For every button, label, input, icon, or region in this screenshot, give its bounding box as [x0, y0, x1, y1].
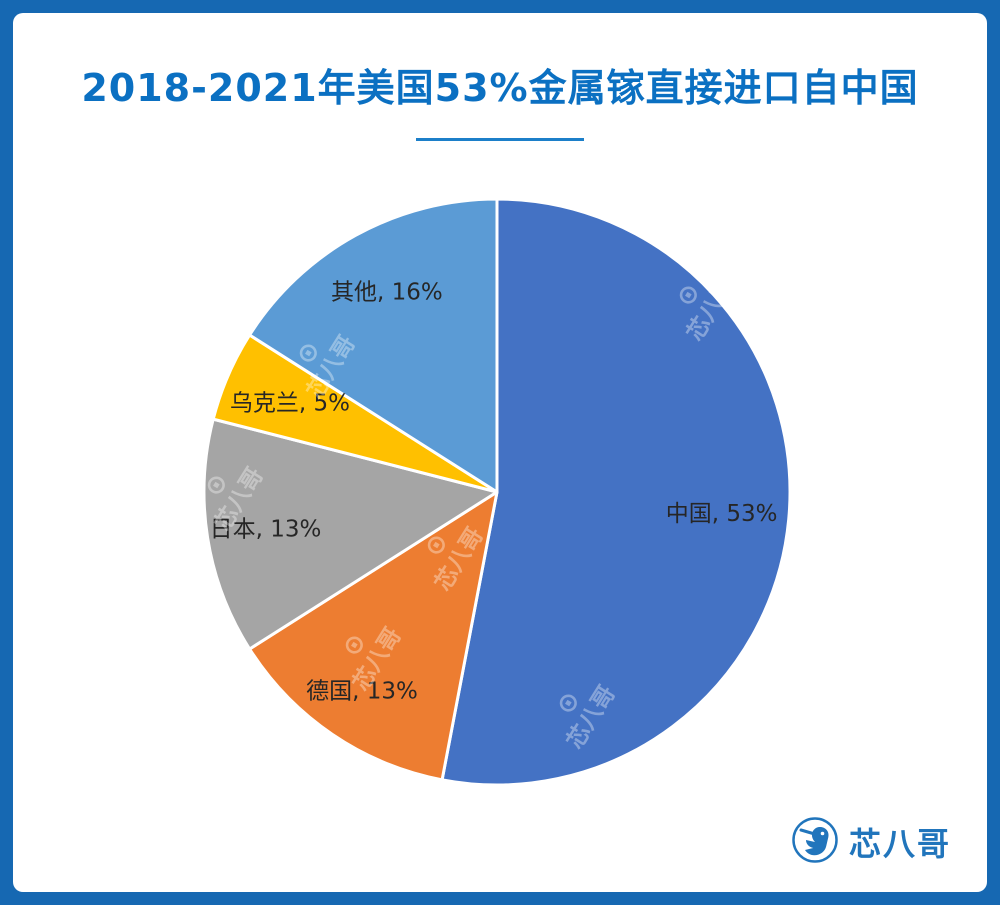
slice-label-日本: 日本, 13% [210, 517, 322, 543]
pie-slice-日本 [202, 417, 499, 651]
slice-label-乌克兰: 乌克兰, 5% [230, 390, 350, 416]
pie-slice-其他 [248, 197, 499, 494]
content-card: 2018-2021年美国53%金属镓直接进口自中国 中国, 53% 德国, 13%… [13, 13, 987, 892]
pie-slice-中国 [440, 197, 792, 787]
brand-name: 芯八哥 [848, 825, 951, 863]
title-divider [416, 138, 584, 141]
slice-label-其他: 其他, 16% [331, 280, 443, 306]
pie-slice-德国 [248, 490, 499, 782]
kingfisher-logo-icon [791, 816, 839, 868]
slice-label-德国: 德国, 13% [306, 679, 418, 705]
slice-label-中国: 中国, 53% [666, 501, 778, 527]
pie-chart-container: 中国, 53% 德国, 13% 日本, 13% 乌克兰, 5% 其他, 16% [190, 185, 804, 799]
brand-logo: 芯八哥 [791, 816, 951, 868]
page-title: 2018-2021年美国53%金属镓直接进口自中国 [81, 66, 919, 110]
pie-chart: 中国, 53% 德国, 13% 日本, 13% 乌克兰, 5% 其他, 16% [202, 197, 792, 787]
